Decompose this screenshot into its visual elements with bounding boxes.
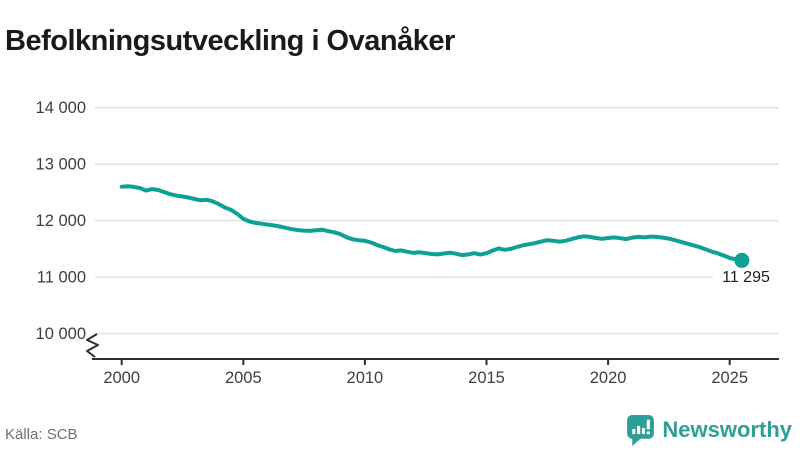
x-tick-label: 2025 xyxy=(711,369,748,387)
x-tick-label: 2005 xyxy=(225,369,262,387)
page-title: Befolkningsutveckling i Ovanåker xyxy=(5,25,455,58)
y-tick-label: 13 000 xyxy=(36,156,86,174)
newsworthy-speech-bubble-barchart-icon xyxy=(626,414,655,446)
x-tick-label: 2015 xyxy=(468,369,505,387)
y-tick-label: 12 000 xyxy=(36,212,86,230)
y-tick-label: 14 000 xyxy=(36,99,86,117)
axis-break-icon xyxy=(86,333,99,358)
population-line xyxy=(119,184,744,263)
y-tick-label: 10 000 xyxy=(36,325,86,343)
x-tick-label: 2010 xyxy=(347,369,384,387)
last-point-marker xyxy=(734,252,750,268)
newsworthy-wordmark: Newsworthy xyxy=(662,417,792,442)
newsworthy-logo: Newsworthy xyxy=(626,414,792,446)
last-value-annotation: 11 295 xyxy=(713,268,779,287)
x-tick-label: 2020 xyxy=(590,369,627,387)
y-tick-label: 11 000 xyxy=(37,269,86,287)
x-tick-label: 2000 xyxy=(103,369,140,387)
source-note: Källa: SCB xyxy=(5,426,78,443)
